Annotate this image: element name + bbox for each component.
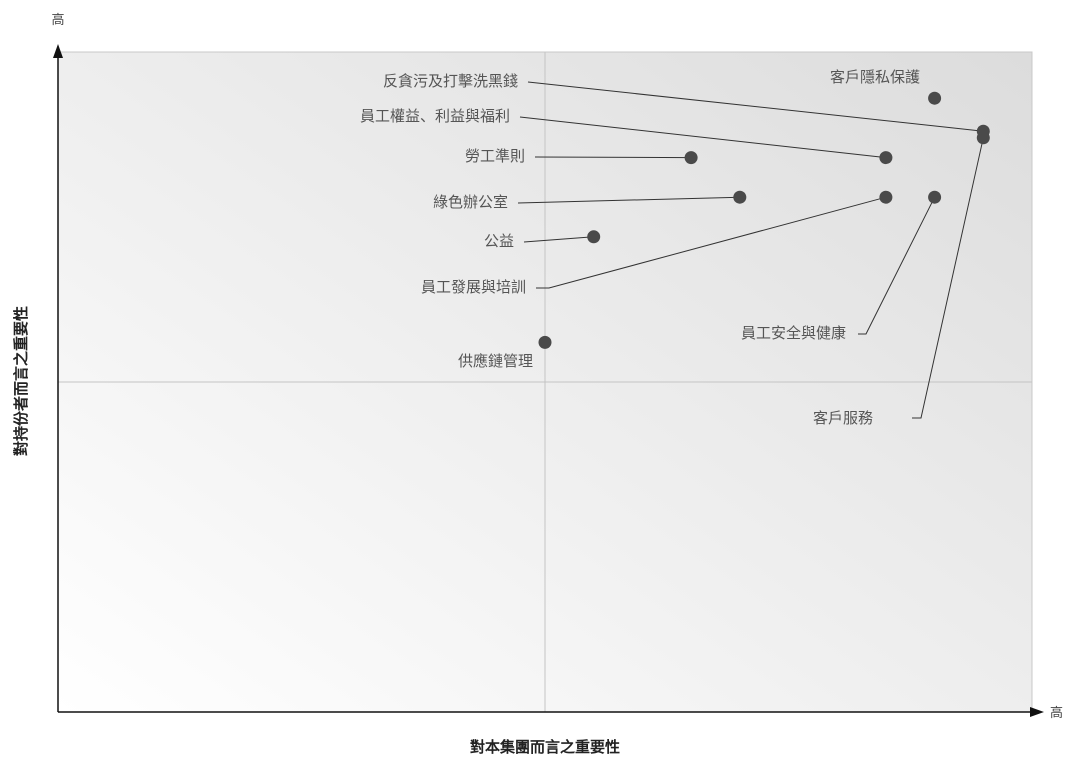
x-axis-arrow-icon (1030, 707, 1044, 717)
leader-line (912, 137, 984, 419)
point-label: 公益 (484, 232, 514, 250)
data-point (879, 151, 893, 165)
x-axis-title: 對本集團而言之重要性 (470, 738, 620, 756)
point-label: 反貪污及打擊洗黑錢 (383, 72, 518, 90)
leader-line (517, 196, 740, 204)
y-high-label: 高 (51, 12, 64, 28)
leader-line (858, 196, 936, 335)
leader-line (519, 116, 886, 159)
data-point (928, 91, 942, 105)
data-point (879, 190, 893, 204)
leader-line (523, 236, 594, 243)
point-label: 員工發展與培訓 (421, 278, 526, 296)
point-label: 客戶服務 (813, 409, 873, 427)
point-label: 勞工準則 (465, 147, 525, 165)
data-point (976, 131, 990, 145)
data-point (538, 335, 552, 349)
point-label: 綠色辦公室 (433, 193, 508, 211)
leader-line (536, 196, 887, 289)
data-point (928, 190, 942, 204)
point-label: 員工權益、利益與福利 (360, 107, 510, 125)
point-label: 供應鏈管理 (458, 352, 533, 370)
leader-line (534, 156, 692, 159)
y-axis-title: 對持份者而言之重要性 (12, 306, 30, 456)
point-label: 客戶隱私保護 (830, 68, 920, 86)
leader-line (527, 81, 984, 132)
x-high-label: 高 (1050, 705, 1063, 721)
points-layer (538, 91, 990, 349)
data-point (733, 190, 747, 204)
data-point (684, 151, 698, 165)
point-label: 員工安全與健康 (741, 324, 846, 342)
y-axis-arrow-icon (53, 44, 63, 58)
data-point (587, 230, 601, 244)
